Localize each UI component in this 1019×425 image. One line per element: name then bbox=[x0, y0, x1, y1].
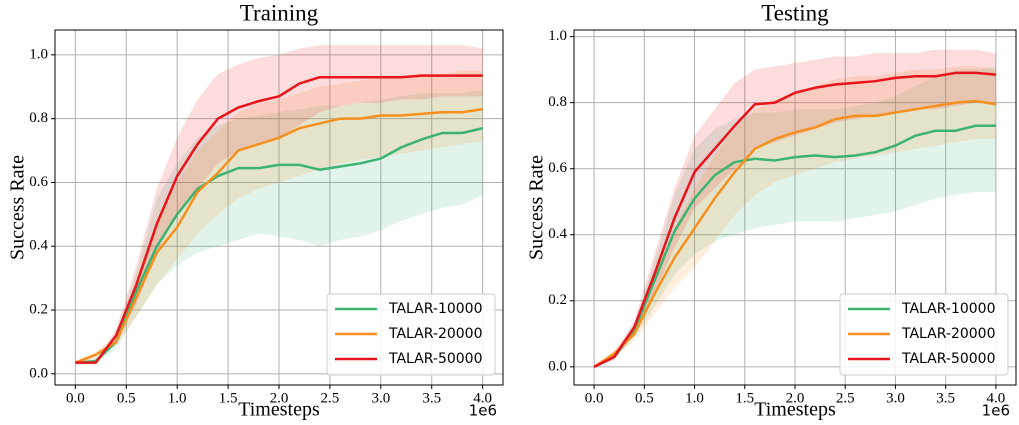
chart-title: Testing bbox=[761, 0, 829, 25]
legend-label: TALAR-50000 bbox=[388, 351, 483, 367]
y-tick-label: 0.8 bbox=[548, 94, 567, 110]
legend-label: TALAR-20000 bbox=[901, 326, 996, 342]
x-tick-label: 1.0 bbox=[168, 390, 187, 406]
x-axis-label: Timesteps bbox=[238, 399, 320, 421]
y-tick-label: 0.2 bbox=[548, 292, 567, 308]
legend-label: TALAR-10000 bbox=[901, 301, 996, 317]
confidence-band bbox=[594, 66, 996, 367]
x-tick-label: 0.0 bbox=[585, 390, 604, 406]
y-tick-label: 0.6 bbox=[29, 174, 48, 190]
legend-label: TALAR-10000 bbox=[388, 301, 483, 317]
x-tick-label: 1.0 bbox=[685, 390, 704, 406]
legend-label: TALAR-50000 bbox=[901, 351, 996, 367]
x-tick-label: 0.0 bbox=[66, 390, 85, 406]
x-tick-label: 1.5 bbox=[735, 390, 754, 406]
line bbox=[593, 124, 996, 368]
x-tick-label: 2.5 bbox=[836, 390, 855, 406]
x-tick-label: 0.5 bbox=[117, 390, 136, 406]
x-tick-label: 2.5 bbox=[321, 390, 340, 406]
x-offset-label: 1e6 bbox=[469, 402, 497, 420]
y-tick-label: 0.0 bbox=[29, 365, 48, 381]
confidence-band bbox=[75, 70, 483, 365]
x-tick-label: 3.5 bbox=[936, 390, 955, 406]
line bbox=[74, 107, 483, 364]
x-axis-label: Timesteps bbox=[754, 399, 836, 421]
x-tick-label: 2.0 bbox=[786, 390, 805, 406]
line bbox=[593, 71, 997, 368]
x-offset-label: 1e6 bbox=[982, 402, 1010, 420]
x-tick-label: 4.0 bbox=[987, 390, 1006, 406]
confidence-band bbox=[594, 66, 996, 367]
y-tick-label: 0.4 bbox=[29, 238, 48, 254]
plot-frame bbox=[54, 29, 504, 386]
y-tick-label: 1.0 bbox=[29, 46, 48, 62]
line bbox=[593, 99, 997, 368]
line bbox=[75, 74, 483, 364]
legend-box bbox=[839, 293, 1009, 376]
y-tick-label: 0.6 bbox=[548, 160, 567, 176]
legend-label: TALAR-20000 bbox=[388, 326, 483, 342]
y-tick-label: 0.2 bbox=[29, 301, 48, 317]
x-tick-label: 3.0 bbox=[886, 390, 905, 406]
x-tick-label: 2.0 bbox=[270, 390, 289, 406]
line bbox=[75, 127, 483, 364]
x-tick-label: 3.0 bbox=[371, 390, 390, 406]
x-tick-label: 3.5 bbox=[422, 390, 441, 406]
x-tick-label: 1.5 bbox=[219, 390, 238, 406]
legend-box bbox=[326, 293, 496, 376]
x-tick-label: 4.0 bbox=[473, 390, 492, 406]
x-tick-label: 0.5 bbox=[635, 390, 654, 406]
y-tick-label: 0.0 bbox=[548, 358, 567, 374]
y-axis-label: Success Rate bbox=[7, 155, 29, 260]
y-tick-label: 0.8 bbox=[29, 110, 48, 126]
chart-title: Training bbox=[240, 0, 319, 25]
y-tick-label: 1.0 bbox=[548, 28, 567, 44]
confidence-band bbox=[594, 49, 996, 367]
y-tick-label: 0.4 bbox=[548, 226, 567, 242]
y-axis-label: Success Rate bbox=[526, 155, 548, 260]
plot-frame bbox=[573, 29, 1017, 386]
